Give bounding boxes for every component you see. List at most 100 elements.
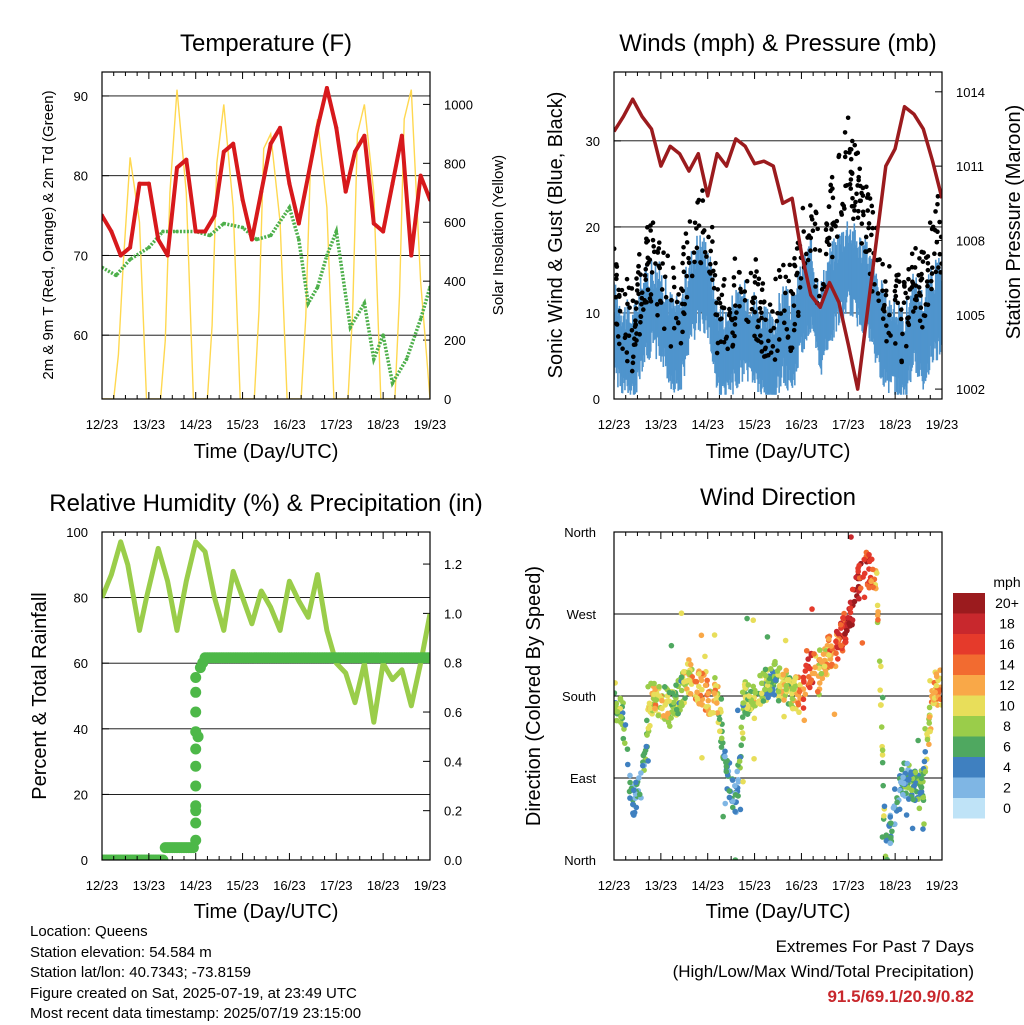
gust-point	[913, 246, 918, 251]
precip-y2tick-label: 1.0	[444, 606, 462, 621]
direction-point	[643, 743, 650, 750]
direction-point	[874, 602, 881, 609]
gust-point	[660, 261, 665, 266]
gust-point	[616, 341, 622, 347]
gust-point	[710, 277, 715, 283]
direction-point	[732, 782, 738, 789]
colorbar-swatch	[953, 654, 985, 675]
colorbar-label: 10	[999, 698, 1015, 714]
gust-point	[905, 295, 910, 301]
gust-point	[919, 249, 925, 255]
gust-point	[938, 234, 942, 240]
gust-point	[680, 260, 685, 266]
temperature-point	[165, 253, 170, 258]
gust-point	[760, 281, 766, 286]
dewpoint-point	[161, 229, 165, 234]
gust-point	[850, 138, 855, 144]
gust-point	[916, 285, 922, 290]
gust-point	[717, 300, 723, 306]
direction-point	[774, 668, 781, 674]
gust-point	[645, 225, 650, 230]
direction-point	[912, 769, 919, 776]
gust-point	[709, 224, 715, 230]
direction-point	[659, 705, 665, 712]
direction-point	[748, 688, 754, 695]
gust-point	[927, 220, 933, 225]
gust-point	[776, 337, 782, 342]
gust-point	[918, 305, 924, 311]
gust-point	[906, 276, 911, 282]
direction-point	[818, 670, 825, 677]
temperature-point	[399, 133, 404, 138]
gust-point	[854, 191, 859, 197]
gust-point	[671, 325, 677, 331]
gust-point	[902, 280, 907, 286]
direction-point	[848, 534, 854, 540]
direction-point	[888, 820, 894, 826]
wind-xtick-label: 14/23	[691, 417, 724, 432]
precipitation-point	[190, 743, 202, 755]
direction-point	[808, 677, 815, 683]
gust-point	[711, 285, 717, 291]
gust-point	[635, 270, 641, 275]
gust-point	[861, 212, 866, 218]
gust-point	[795, 309, 801, 315]
dewpoint-point	[306, 301, 310, 306]
colorbar-swatch	[953, 716, 985, 737]
direction-point	[840, 614, 846, 621]
temperature-point	[334, 125, 339, 130]
direction-point	[720, 813, 726, 820]
gust-point	[883, 288, 889, 294]
gust-point	[759, 349, 765, 354]
direction-point	[647, 705, 653, 712]
gust-point	[639, 290, 645, 295]
gust-point	[870, 225, 876, 231]
direction-point	[802, 691, 809, 698]
direction-point	[644, 717, 650, 724]
gust-point	[792, 256, 797, 261]
gust-point	[839, 212, 845, 217]
direction-point	[903, 812, 910, 818]
gust-point	[638, 319, 643, 325]
gust-point	[909, 285, 915, 290]
direction-point	[908, 771, 914, 778]
gust-point	[719, 316, 724, 321]
precip-y2tick-label: 0.6	[444, 705, 462, 720]
direction-point	[926, 728, 932, 735]
direction-point	[699, 755, 705, 761]
direction-point	[922, 725, 928, 732]
colorbar-label: 20+	[995, 595, 1019, 611]
colorbar-swatch	[953, 593, 985, 614]
direction-point	[630, 801, 636, 808]
direction-point	[704, 677, 710, 684]
gust-point	[752, 333, 757, 339]
direction-point	[636, 775, 642, 781]
gust-point	[788, 289, 794, 294]
colorbar-title: mph	[993, 574, 1020, 590]
rh-xtick-label: 18/23	[367, 878, 400, 893]
gust-point	[805, 235, 810, 240]
rh-xtick-label: 15/23	[226, 878, 259, 893]
direction-point	[739, 689, 746, 696]
direction-ytick-label: West	[567, 607, 597, 622]
direction-point	[811, 651, 817, 657]
gust-point	[887, 312, 892, 318]
temp-ytick-label: 80	[74, 169, 88, 184]
gust-point	[817, 248, 823, 253]
dewpoint-point	[315, 285, 320, 290]
precipitation-point	[190, 686, 202, 698]
direction-point	[879, 694, 886, 701]
direction-point	[665, 719, 672, 726]
colorbar-swatch	[953, 675, 985, 696]
wind-xtick-label: 13/23	[645, 417, 678, 432]
gust-point	[852, 142, 858, 148]
gust-point	[700, 198, 706, 203]
direction-point	[771, 661, 778, 668]
dewpoint-point	[147, 245, 151, 250]
direction-point	[739, 714, 746, 720]
gust-point	[748, 270, 754, 276]
gust-point	[870, 210, 876, 215]
gust-point	[683, 231, 689, 236]
rh-xtick-label: 16/23	[273, 878, 306, 893]
dewpoint-point	[207, 233, 212, 238]
